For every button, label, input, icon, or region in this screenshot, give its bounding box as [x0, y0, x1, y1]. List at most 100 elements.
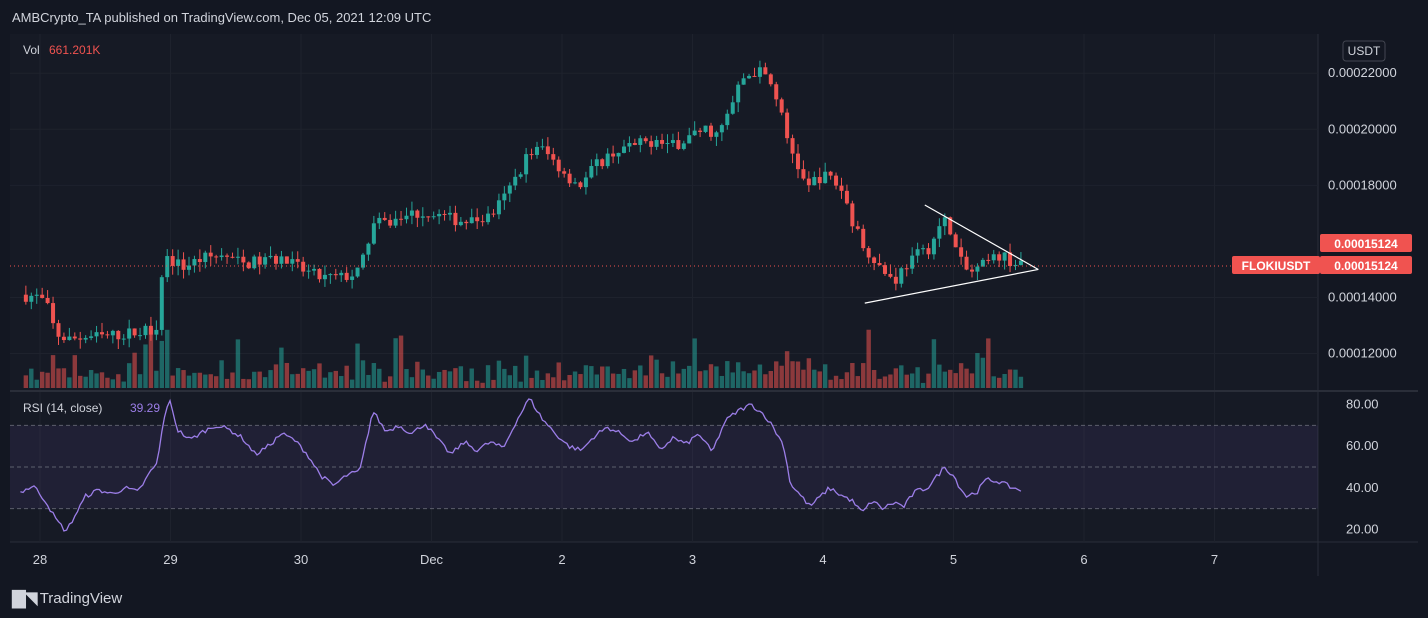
last-price-upper: 0.00015124: [1334, 237, 1398, 251]
volume-bar: [268, 370, 273, 388]
candle-body: [99, 332, 104, 335]
volume-bar: [431, 378, 436, 388]
candle-body: [263, 257, 268, 265]
volume-bar: [197, 372, 203, 388]
candle-body: [823, 171, 828, 184]
tradingview-logo[interactable]: ▇◥ TradingView: [12, 588, 122, 609]
rsi-line: [20, 398, 1022, 532]
candle-body: [469, 217, 474, 224]
candle-body: [148, 325, 153, 335]
candle-body: [904, 268, 909, 270]
volume-bar: [409, 377, 415, 388]
volume-bar: [377, 368, 382, 388]
volume-bar: [29, 368, 34, 388]
volume-bar: [165, 329, 170, 388]
volume-bar: [980, 357, 986, 388]
candle-body: [698, 130, 703, 132]
volume-bar: [67, 377, 72, 388]
time-tick-label: 30: [294, 552, 308, 567]
volume-bar: [719, 375, 725, 388]
candle-body: [230, 256, 235, 258]
chart-area[interactable]: 0.00022000 0.00020000 0.00018000 0.00014000…: [10, 34, 1418, 576]
time-tick-label: 2: [558, 552, 565, 567]
candle-body: [997, 254, 1002, 261]
volume-bar: [23, 375, 29, 388]
price-tick-label: 0.00014000: [1328, 289, 1397, 304]
rsi-tick-label: 60.00: [1346, 438, 1379, 453]
candle-body: [110, 330, 115, 336]
volume-bar: [708, 364, 714, 388]
candle-body: [540, 146, 545, 148]
volume-bar: [360, 360, 366, 388]
candle-body: [964, 256, 969, 270]
volume-bar: [420, 369, 425, 388]
candle-body: [214, 256, 219, 258]
volume-bar: [610, 373, 616, 388]
currency-box[interactable]: [1342, 40, 1386, 62]
volume-bar: [822, 364, 828, 388]
candle-body: [649, 141, 654, 147]
volume-bar: [344, 365, 349, 388]
candle-body: [480, 221, 485, 223]
candle-body: [660, 140, 665, 144]
volume-bar: [366, 374, 371, 388]
volume-bar: [39, 371, 45, 388]
volume-bar: [877, 378, 882, 388]
candle-body: [322, 274, 327, 280]
candle-body: [708, 125, 713, 137]
price-chart[interactable]: 0.00022000 0.00020000 0.00018000 0.00014000…: [10, 34, 1418, 576]
candle-body: [654, 140, 659, 147]
volume-bar: [888, 374, 893, 388]
volume-bar: [583, 365, 589, 388]
time-tick-label: 6: [1080, 552, 1087, 567]
candle-body: [991, 254, 996, 261]
time-axis-labels: 28 29 30 Dec 2 3 4 5 6 7: [33, 552, 1218, 567]
price-tick-label: 0.00018000: [1328, 177, 1397, 192]
volume-bar: [257, 371, 262, 388]
volume-bar: [502, 368, 507, 388]
candle-body: [605, 153, 610, 167]
candle-body: [844, 190, 849, 204]
volume-bar: [937, 364, 942, 388]
volume-bar: [290, 374, 295, 388]
volume-bar: [99, 372, 105, 388]
volume-bar: [991, 376, 996, 388]
price-axis-labels: 0.00022000 0.00020000 0.00018000 0.00014000…: [1328, 65, 1397, 360]
candle-body: [409, 210, 414, 216]
volume-bar: [518, 381, 523, 388]
tv-logo-icon: ▇◥: [12, 588, 38, 608]
volume-bar: [116, 374, 121, 388]
candle-body: [197, 259, 202, 263]
volume-bar: [339, 376, 344, 388]
volume-bar: [415, 361, 420, 388]
publish-info: AMBCrypto_TA published on TradingView.co…: [12, 10, 432, 25]
candle-body: [801, 169, 806, 179]
volume-bar: [1002, 373, 1007, 388]
volume-bar: [893, 368, 899, 388]
volume-bar: [605, 366, 610, 388]
volume-bar: [768, 370, 773, 388]
volume-bar: [779, 365, 784, 388]
volume-bar: [513, 365, 518, 388]
volume-bar: [34, 379, 39, 388]
candle-body: [458, 221, 463, 226]
candle-body: [339, 272, 344, 276]
candle-body: [176, 259, 181, 266]
candle-body: [203, 252, 208, 263]
volume-bar: [192, 372, 197, 388]
candle-body: [105, 334, 110, 336]
main-pane: [10, 34, 1318, 390]
candle-body: [143, 325, 148, 336]
volume-bar: [948, 369, 953, 388]
candle-body: [931, 238, 936, 255]
volume-bar: [262, 377, 268, 388]
volume-bar: [300, 368, 306, 388]
volume-bar: [572, 371, 578, 388]
volume-bar: [393, 338, 398, 388]
candle-body: [573, 182, 578, 184]
volume-bar: [975, 353, 980, 388]
volume-bar: [958, 363, 964, 388]
candle-body: [360, 254, 365, 268]
candle-body: [877, 263, 882, 266]
candle-body: [785, 112, 790, 139]
